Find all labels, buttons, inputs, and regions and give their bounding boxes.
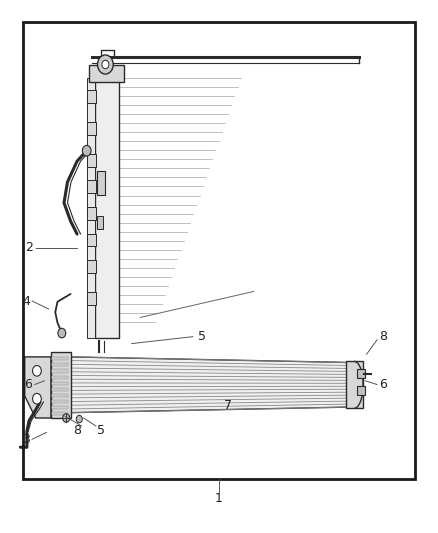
Polygon shape — [25, 357, 51, 418]
Bar — [97, 215, 103, 229]
Circle shape — [32, 366, 41, 376]
Text: 8: 8 — [379, 330, 387, 343]
Text: 6: 6 — [24, 378, 32, 391]
Bar — [87, 122, 96, 135]
Text: 1: 1 — [215, 492, 223, 505]
Text: 5: 5 — [198, 330, 205, 343]
Text: 3: 3 — [22, 433, 30, 446]
Bar — [357, 369, 365, 378]
Bar — [87, 260, 96, 273]
Bar — [51, 413, 68, 415]
Bar — [346, 361, 363, 408]
Bar — [51, 364, 68, 367]
Text: 5: 5 — [97, 424, 105, 437]
Bar — [87, 90, 96, 103]
Circle shape — [63, 414, 70, 422]
Bar — [87, 207, 96, 220]
Text: 7: 7 — [224, 399, 232, 413]
Text: 6: 6 — [379, 378, 387, 391]
Bar — [22, 22, 416, 479]
Bar — [51, 352, 71, 418]
Circle shape — [76, 415, 82, 423]
Bar — [87, 233, 96, 246]
Bar — [51, 357, 68, 360]
Bar — [357, 386, 365, 394]
Circle shape — [82, 146, 91, 156]
Bar — [87, 292, 96, 305]
Bar — [51, 388, 68, 391]
Circle shape — [58, 328, 66, 338]
Bar — [51, 394, 68, 397]
Bar — [51, 376, 68, 378]
Bar — [51, 382, 68, 385]
Bar — [97, 171, 105, 195]
Circle shape — [98, 55, 113, 74]
Bar — [51, 406, 68, 409]
Bar — [51, 369, 68, 373]
Bar — [89, 65, 124, 82]
Text: 8: 8 — [73, 424, 81, 437]
Circle shape — [102, 60, 109, 69]
Bar — [95, 78, 119, 338]
Bar — [87, 180, 96, 193]
Bar — [87, 78, 95, 338]
Polygon shape — [68, 357, 348, 413]
Bar — [51, 400, 68, 403]
Text: 4: 4 — [22, 295, 30, 308]
Circle shape — [32, 393, 41, 404]
Text: 2: 2 — [25, 241, 33, 254]
Bar — [87, 154, 96, 166]
